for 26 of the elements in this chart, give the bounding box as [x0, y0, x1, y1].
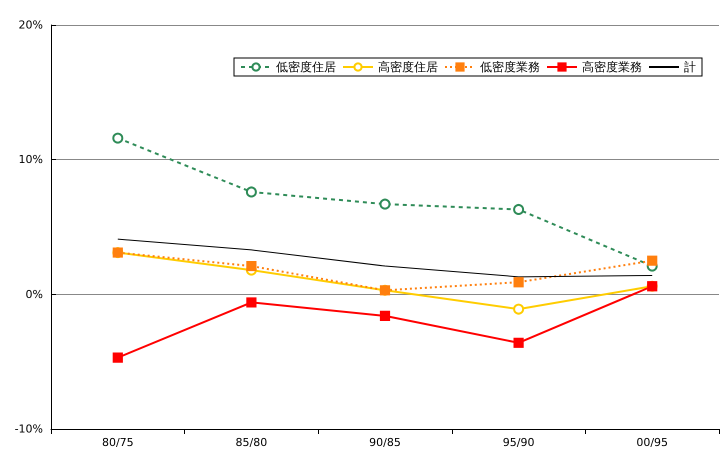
point [647, 256, 658, 266]
legend-label: 低密度業務 [480, 60, 540, 74]
legend-label: 高密度業務 [582, 60, 642, 74]
point [514, 277, 524, 288]
point [246, 260, 256, 272]
x-tick-label: 85/80 [236, 436, 268, 449]
point [112, 352, 123, 363]
point [246, 297, 256, 308]
x-tick-label: 80/75 [102, 436, 134, 449]
x-tick-label: 90/85 [369, 436, 401, 449]
point [380, 310, 390, 321]
point [112, 132, 124, 144]
point [246, 186, 257, 198]
y-tick-label: -10% [14, 422, 43, 436]
point [514, 338, 524, 348]
legend-label: 計 [684, 60, 696, 74]
y-tick-label: 20% [18, 18, 43, 32]
x-tick-label: 95/90 [502, 436, 534, 449]
legend-label: 低密度住居 [276, 60, 336, 74]
y-tick-label: 0% [26, 288, 43, 301]
point [513, 204, 524, 215]
legend-label: 高密度住居 [378, 60, 438, 74]
y-tick-label: 10% [18, 153, 43, 166]
x-tick-label: 00/95 [636, 436, 668, 449]
point [513, 304, 524, 315]
point [380, 198, 390, 210]
